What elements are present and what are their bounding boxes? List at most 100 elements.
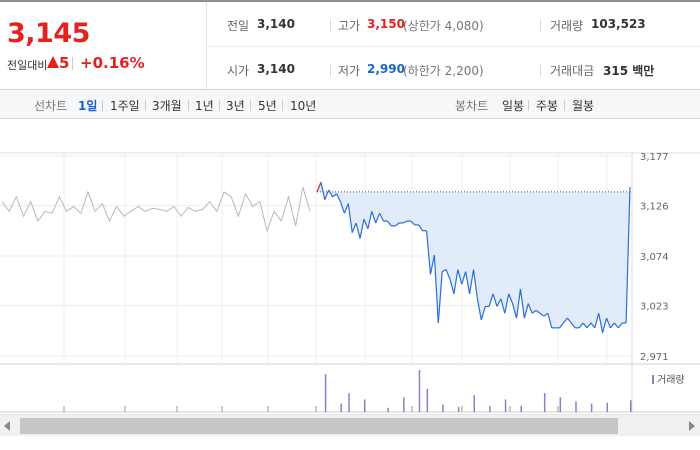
price-line-segment (468, 269, 475, 294)
volume-bar (543, 393, 546, 412)
scrollbar-thumb[interactable] (20, 418, 618, 434)
volume-bar (324, 374, 327, 412)
price-line-segment (512, 303, 518, 319)
price-line-segment (609, 322, 615, 329)
price-line-segment (570, 322, 576, 329)
stats-divider (330, 64, 331, 77)
price-line-segment (328, 189, 334, 198)
volume-bar (504, 399, 507, 412)
volume-bar (387, 407, 389, 412)
period-1w-tab[interactable]: 1주일 (110, 99, 140, 113)
volume-bar (418, 370, 421, 412)
volume-bar (520, 405, 522, 412)
price-line-segment (598, 313, 604, 333)
change-divider (72, 57, 73, 70)
y-tick-label: 3,177 (640, 152, 669, 163)
price-line-segment (441, 269, 447, 273)
price-line-segment (590, 322, 596, 329)
scroll-right-icon[interactable] (689, 421, 695, 431)
high-value: 3,150 (367, 17, 405, 31)
toolbar-divider (219, 100, 220, 111)
change-value: 5 (59, 54, 70, 72)
candle-daily-tab[interactable]: 일봉 (502, 99, 525, 113)
toolbar-divider (250, 100, 251, 111)
price-chart: 3,177 3,126 3,074 3,023 2,971 거래량 (0, 120, 700, 450)
stats-divider (540, 64, 541, 77)
price-line-segment (347, 203, 353, 233)
price-line-segment (523, 303, 529, 319)
price-line-segment (582, 322, 588, 329)
price-line-segment (531, 309, 537, 314)
volume-bar (340, 403, 342, 412)
price-line-segment (461, 271, 467, 285)
prev-close-label: 전일 (227, 19, 250, 33)
price-line-segment (449, 279, 455, 295)
price-line-segment (359, 218, 365, 239)
price-line-segment (476, 298, 482, 321)
current-price: 3,145 (7, 18, 90, 49)
amount-label: 거래대금 (550, 64, 595, 78)
price-line-segment (367, 211, 373, 229)
price-line-segment (488, 293, 494, 307)
toolbar-divider (102, 100, 103, 111)
price-line-segment (480, 306, 486, 321)
price-line-segment (527, 303, 533, 314)
candle-monthly-tab[interactable]: 월봉 (572, 99, 595, 113)
price-line-segment (578, 322, 584, 329)
price-line-segment (519, 288, 525, 319)
volume-bar (630, 400, 632, 412)
chart-scrollbar[interactable] (0, 414, 700, 436)
price-line-segment (457, 269, 463, 285)
price-line-segment (351, 222, 357, 233)
stats-divider (330, 19, 331, 32)
y-tick-label: 2,971 (640, 352, 669, 363)
y-tick-label: 3,023 (640, 302, 669, 313)
volume-legend-swatch (652, 375, 654, 384)
price-line-segment (586, 322, 592, 329)
price-line-segment (410, 220, 416, 226)
period-5y-tab[interactable]: 5년 (258, 99, 277, 113)
price-line-segment (543, 312, 549, 317)
prev-close-value: 3,140 (257, 17, 295, 31)
price-line-segment (500, 298, 506, 314)
volume-bar (606, 402, 609, 412)
volume-bar (575, 401, 577, 412)
price-line-segment (316, 181, 322, 193)
price-line-segment (617, 322, 623, 329)
price-line-segment (547, 313, 553, 329)
volume-bar (363, 399, 366, 412)
volume-bar (426, 388, 429, 412)
price-line-segment (492, 293, 498, 307)
volume-value: 103,523 (591, 17, 646, 31)
volume-legend-label: 거래량 (657, 374, 685, 386)
toolbar-divider (564, 100, 565, 111)
low-value: 2,990 (367, 62, 405, 76)
period-3m-tab[interactable]: 3개월 (152, 99, 182, 113)
price-line-segment (343, 203, 349, 214)
price-line-segment (320, 182, 326, 200)
low-label: 저가 (338, 64, 361, 78)
price-line-segment (625, 187, 631, 324)
period-1y-tab[interactable]: 1년 (195, 99, 214, 113)
stats-row-divider (208, 46, 700, 47)
price-line-segment (539, 312, 545, 317)
volume-bar (403, 397, 405, 412)
volume-label: 거래량 (550, 19, 584, 33)
price-area-fill (317, 182, 630, 333)
period-1d-tab[interactable]: 1일 (78, 99, 98, 113)
price-line-segment (429, 254, 435, 275)
volume-bar (473, 395, 475, 412)
price-line-segment (605, 317, 611, 329)
scroll-left-icon[interactable] (4, 421, 10, 431)
toolbar-divider (528, 100, 529, 111)
candle-weekly-tab[interactable]: 주봉 (536, 99, 559, 113)
amount-value: 315 백만 (603, 64, 655, 78)
price-line-segment (332, 193, 337, 198)
period-10y-tab[interactable]: 10년 (290, 99, 317, 113)
period-3y-tab[interactable]: 3년 (226, 99, 245, 113)
volume-bar (590, 403, 593, 412)
volume-bar (457, 406, 460, 412)
upper-limit: (상한가 4,080) (403, 19, 484, 33)
price-line-segment (566, 317, 572, 324)
